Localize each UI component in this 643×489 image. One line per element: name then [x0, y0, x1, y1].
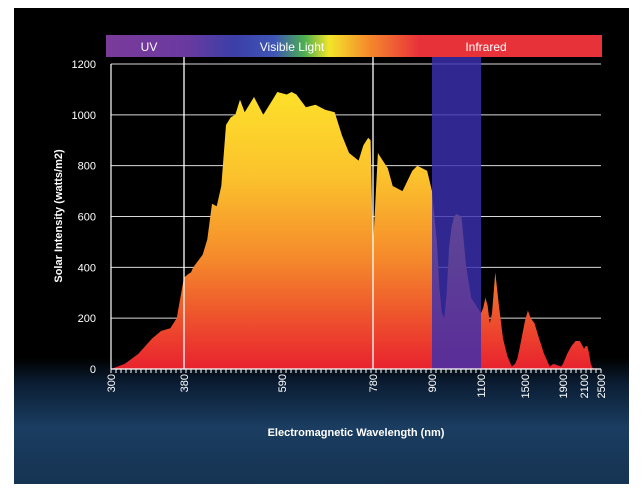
spectrum-bar: [106, 35, 602, 57]
highlight-band: [432, 56, 481, 369]
y-tick-1000: 1000: [72, 110, 96, 122]
background-glow: [14, 358, 629, 484]
y-tick-0: 0: [90, 364, 96, 376]
y-tick-400: 400: [78, 262, 96, 274]
y-tick-800: 800: [78, 161, 96, 173]
x-axis-title: Electromagnetic Wavelength (nm): [268, 427, 445, 439]
x-tick-780: 780: [368, 374, 380, 392]
overlays: [183, 56, 481, 369]
y-tick-200: 200: [78, 313, 96, 325]
band-label-visible-light: Visible Light: [260, 40, 325, 54]
band-label-infrared: Infrared: [465, 40, 506, 54]
x-tick-1100: 1100: [476, 374, 488, 398]
y-tick-1200: 1200: [72, 59, 96, 71]
x-tick-380: 380: [179, 374, 191, 392]
spectrum-band: UV Visible Light Infrared: [106, 35, 602, 57]
spectrum-area: [111, 92, 600, 369]
band-label-uv: UV: [141, 40, 158, 54]
axes: 0 200 400 600 800 1000 1200 300 380 590 780 900 1100…: [53, 59, 608, 439]
solar-spectrum-chart: UV Visible Light Infrared 0 200 400 600 800 100…: [53, 35, 608, 439]
y-axis-title: Solar Intensity (watts/m2): [53, 149, 65, 283]
x-tick-1900: 1900: [558, 374, 570, 398]
y-tick-600: 600: [78, 212, 96, 224]
chart-frame: UV Visible Light Infrared 0 200 400 600 800 100…: [14, 8, 629, 484]
x-tick-2500: 2500: [596, 374, 608, 398]
x-tick-1500: 1500: [520, 374, 532, 398]
series-area: [111, 92, 600, 369]
x-tick-2100: 2100: [579, 374, 591, 398]
x-tick-300: 300: [106, 374, 118, 392]
x-tick-590: 590: [277, 374, 289, 392]
x-tick-900: 900: [427, 374, 439, 392]
